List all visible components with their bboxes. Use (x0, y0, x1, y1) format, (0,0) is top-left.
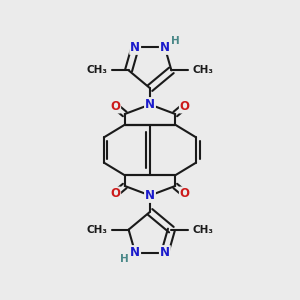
Text: CH₃: CH₃ (87, 225, 108, 235)
Text: H: H (171, 36, 180, 46)
Text: O: O (110, 100, 120, 112)
Text: O: O (180, 100, 190, 112)
Text: CH₃: CH₃ (87, 65, 108, 75)
Text: N: N (130, 246, 140, 259)
Text: O: O (180, 188, 190, 200)
Text: N: N (145, 189, 155, 202)
Text: N: N (160, 246, 170, 259)
Text: N: N (130, 41, 140, 54)
Text: N: N (145, 98, 155, 111)
Text: N: N (160, 41, 170, 54)
Text: CH₃: CH₃ (192, 225, 213, 235)
Text: CH₃: CH₃ (192, 65, 213, 75)
Text: H: H (120, 254, 129, 264)
Text: O: O (110, 188, 120, 200)
